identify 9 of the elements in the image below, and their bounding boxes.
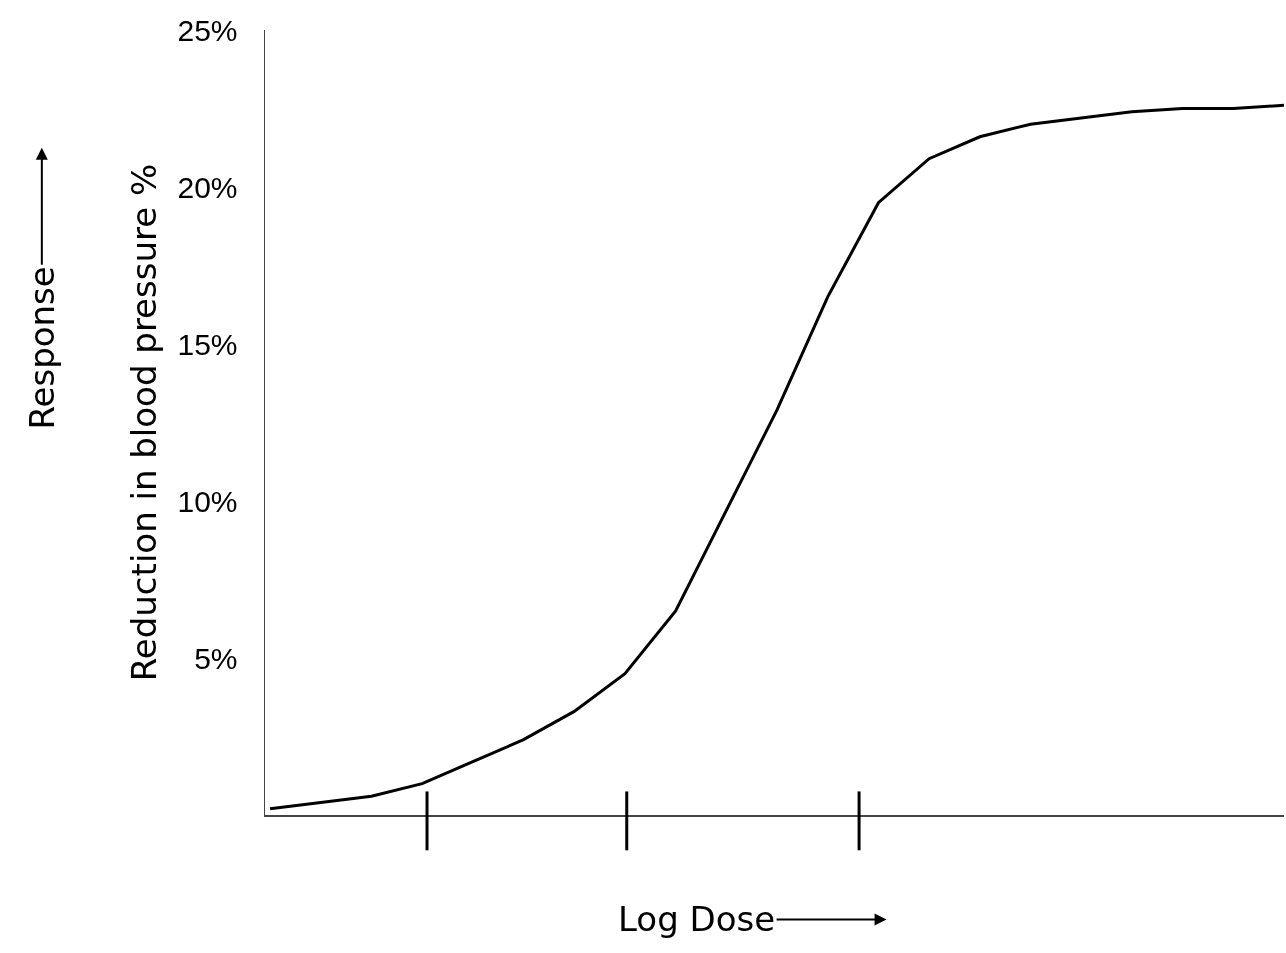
x-axis-title: Log Dose xyxy=(618,899,776,939)
y-tick-label: 25% xyxy=(177,13,238,47)
y-tick-label: 5% xyxy=(194,641,238,675)
y-tick-label: 15% xyxy=(177,327,238,361)
text: Response xyxy=(22,266,63,430)
y-tick-label: 10% xyxy=(177,484,238,518)
line-series xyxy=(268,103,1284,811)
y-axis-title: Reduction in blood pressure % xyxy=(124,163,165,682)
y-tick-label: 20% xyxy=(177,170,238,204)
